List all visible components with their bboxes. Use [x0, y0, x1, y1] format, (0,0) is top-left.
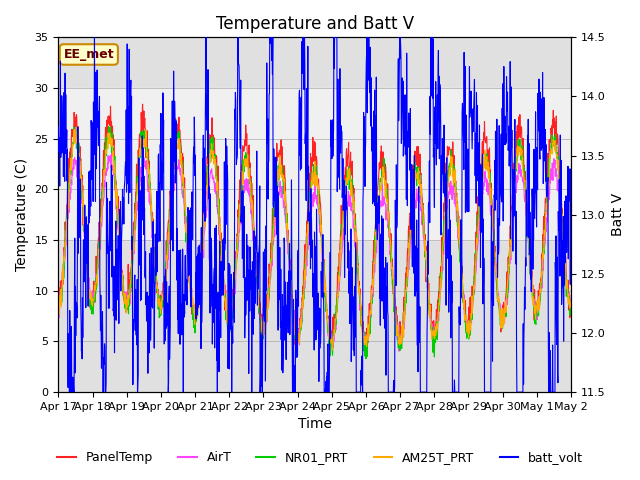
Y-axis label: Batt V: Batt V: [611, 193, 625, 236]
Y-axis label: Temperature (C): Temperature (C): [15, 158, 29, 271]
X-axis label: Time: Time: [298, 418, 332, 432]
Text: EE_met: EE_met: [63, 48, 114, 61]
Legend: PanelTemp, AirT, NR01_PRT, AM25T_PRT, batt_volt: PanelTemp, AirT, NR01_PRT, AM25T_PRT, ba…: [52, 446, 588, 469]
Title: Temperature and Batt V: Temperature and Batt V: [216, 15, 413, 33]
Bar: [58, 88, 571, 240]
